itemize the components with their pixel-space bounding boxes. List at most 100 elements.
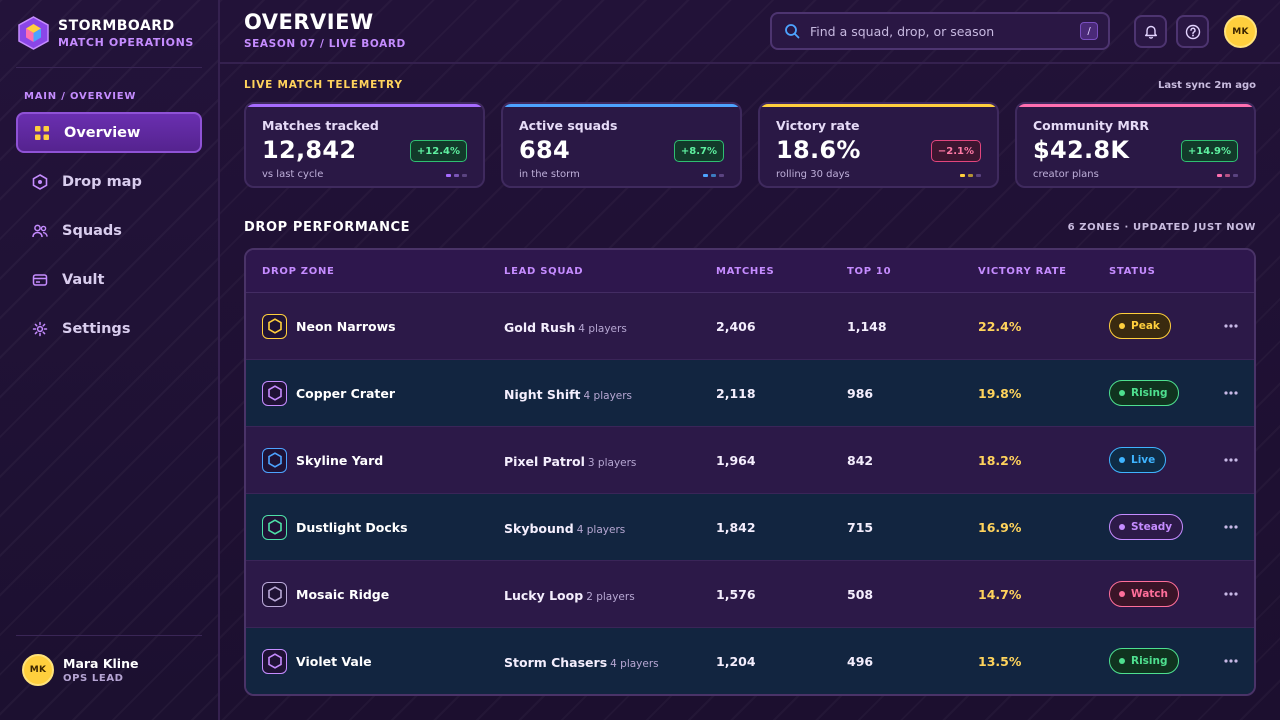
hexagon-icon [262, 380, 287, 406]
squad-player-count: 3 players [587, 456, 637, 469]
column-header[interactable]: STATUS [1109, 265, 1156, 277]
more-icon [1224, 324, 1238, 328]
drop-zone-cell: Dustlight Docks [262, 514, 408, 540]
status-badge: Live [1109, 447, 1167, 473]
stat-label: Victory rate [776, 118, 860, 133]
sidebar-divider [16, 67, 202, 68]
status-cell: Watch [1109, 581, 1180, 607]
stat-value: 18.6% [776, 136, 861, 164]
column-header[interactable]: TOP 10 [847, 265, 892, 277]
sidebar-item-settings[interactable]: Settings [16, 308, 202, 349]
sidebar-item-squads[interactable]: Squads [16, 210, 202, 251]
table-row[interactable]: Mosaic Ridge Lucky Loop 2 players 1,576 5… [246, 561, 1254, 628]
status-dot [1119, 591, 1125, 597]
grid-icon [34, 125, 50, 141]
trend-dots [446, 174, 467, 177]
status-badge: Rising [1109, 380, 1179, 406]
victory-rate-value: 19.8% [978, 385, 1022, 401]
top10-value: 715 [847, 519, 874, 535]
drop-table: DROP ZONE LEAD SQUAD MATCHES TOP 10 VICT… [244, 248, 1256, 696]
table-row[interactable]: Dustlight Docks Skybound 4 players 1,842 … [246, 494, 1254, 561]
victory-rate-value: 18.2% [978, 452, 1022, 468]
search-icon [785, 24, 800, 39]
sidebar-item-label: Settings [62, 320, 131, 337]
trend-dots [960, 174, 981, 177]
sidebar-item-vault[interactable]: Vault [16, 259, 202, 300]
status-badge: Peak [1109, 313, 1171, 339]
row-more-button[interactable] [1222, 451, 1240, 469]
more-icon [1224, 592, 1238, 596]
row-more-button[interactable] [1222, 384, 1240, 402]
sidebar-item-overview[interactable]: Overview [16, 112, 202, 153]
table-row[interactable]: Copper Crater Night Shift 4 players 2,118… [246, 360, 1254, 427]
victory-rate-value: 14.7% [978, 586, 1022, 602]
user-profile[interactable]: MK Mara Kline OPS LEAD [22, 654, 138, 686]
notifications-button[interactable] [1134, 15, 1167, 48]
row-more-button[interactable] [1222, 518, 1240, 536]
status-label: Watch [1131, 588, 1169, 600]
stat-card-squads[interactable]: Active squads 684 +8.7% in the storm [501, 102, 742, 188]
status-label: Peak [1131, 320, 1160, 332]
lead-squad-cell: Lucky Loop 2 players [504, 585, 635, 604]
victory-rate-value: 16.9% [978, 519, 1022, 535]
stat-label: Active squads [519, 118, 618, 133]
telemetry-label: LIVE MATCH TELEMETRY [244, 79, 403, 91]
search-input[interactable] [810, 23, 1070, 39]
top10-value: 842 [847, 452, 874, 468]
search-box[interactable]: / [770, 12, 1110, 50]
matches-value: 1,204 [716, 653, 756, 669]
brand-subtitle: MATCH OPERATIONS [58, 35, 194, 49]
drop-zone-name: Violet Vale [296, 653, 372, 669]
hexagon-icon [262, 313, 287, 339]
status-badge: Steady [1109, 514, 1184, 540]
lead-squad-name: Night Shift [504, 386, 581, 402]
column-header[interactable]: VICTORY RATE [978, 265, 1067, 277]
row-more-button[interactable] [1222, 317, 1240, 335]
help-button[interactable] [1176, 15, 1209, 48]
hexagon-icon [262, 581, 287, 607]
sidebar-item-label: Drop map [62, 173, 142, 190]
column-header[interactable]: DROP ZONE [262, 265, 335, 277]
stat-note: in the storm [519, 169, 580, 180]
drop-zone-name: Mosaic Ridge [296, 586, 390, 602]
row-more-button[interactable] [1222, 585, 1240, 603]
more-icon [1224, 458, 1238, 462]
drop-zone-name: Neon Narrows [296, 318, 396, 334]
account-avatar[interactable]: MK [1224, 15, 1257, 48]
top10-value: 496 [847, 653, 874, 669]
drop-zone-name: Skyline Yard [296, 452, 384, 468]
row-more-button[interactable] [1222, 652, 1240, 670]
more-icon [1224, 391, 1238, 395]
stat-card-mrr[interactable]: Community MRR $42.8K +14.9% creator plan… [1015, 102, 1256, 188]
status-badge: Watch [1109, 581, 1180, 607]
table-row[interactable]: Neon Narrows Gold Rush 4 players 2,406 1,… [246, 293, 1254, 360]
sidebar-item-drop-map[interactable]: Drop map [16, 161, 202, 202]
top10-value: 986 [847, 385, 874, 401]
stat-note: creator plans [1033, 169, 1099, 180]
column-header[interactable]: LEAD SQUAD [504, 265, 584, 277]
table-row[interactable]: Violet Vale Storm Chasers 4 players 1,204… [246, 628, 1254, 694]
hexagon-icon [32, 173, 48, 190]
page-title: OVERVIEW [244, 10, 374, 34]
matches-value: 1,842 [716, 519, 756, 535]
brand[interactable]: STORMBOARD MATCH OPERATIONS [18, 16, 194, 50]
sidebar-divider [16, 635, 202, 636]
lead-squad-name: Lucky Loop [504, 587, 584, 603]
brand-title: STORMBOARD [58, 17, 175, 34]
lead-squad-cell: Gold Rush 4 players [504, 317, 627, 336]
stat-card-victory[interactable]: Victory rate 18.6% −2.1% rolling 30 days [758, 102, 999, 188]
column-header[interactable]: MATCHES [716, 265, 775, 277]
lead-squad-name: Skybound [504, 520, 574, 536]
lead-squad-name: Gold Rush [504, 319, 576, 335]
status-cell: Steady [1109, 514, 1184, 540]
user-role: OPS LEAD [63, 673, 124, 684]
drop-performance-title: DROP PERFORMANCE [244, 220, 411, 235]
status-cell: Rising [1109, 648, 1179, 674]
table-row[interactable]: Skyline Yard Pixel Patrol 3 players 1,964… [246, 427, 1254, 494]
stat-card-matches[interactable]: Matches tracked 12,842 +12.4% vs last cy… [244, 102, 485, 188]
drop-performance-meta: 6 ZONES · UPDATED JUST NOW [1067, 222, 1256, 233]
avatar: MK [22, 654, 54, 686]
lead-squad-name: Pixel Patrol [504, 453, 585, 469]
table-body: Neon Narrows Gold Rush 4 players 2,406 1,… [246, 293, 1254, 694]
brand-logo-icon [18, 16, 49, 50]
